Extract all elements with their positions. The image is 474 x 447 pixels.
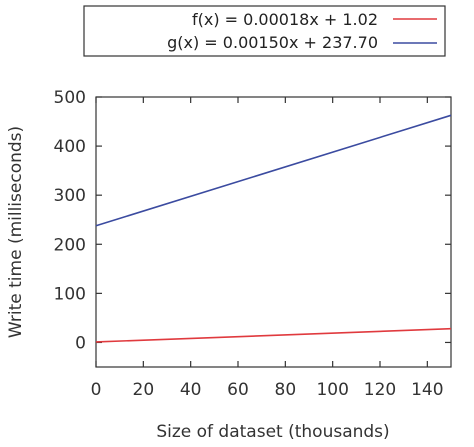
x-tick-label-1: 20: [133, 380, 155, 400]
x-tick-label-5: 100: [316, 380, 348, 400]
axis-ticks: 0 100 200 300 400 500 0 20 40 60 80 100 120 140: [54, 88, 451, 400]
y-tick-label-1: 100: [54, 284, 86, 304]
plot-frame: [95, 96, 452, 368]
x-tick-label-3: 60: [227, 380, 249, 400]
legend: f(x) = 0.00018x + 1.02 g(x) = 0.00150x +…: [83, 5, 446, 57]
series-lines: [95, 114, 452, 343]
legend-label-g: g(x) = 0.00150x + 237.70: [167, 33, 378, 52]
legend-box: [83, 5, 446, 57]
y-tick-label-2: 200: [54, 235, 86, 255]
x-tick-label-0: 0: [91, 380, 102, 400]
series-line-1: [95, 114, 452, 227]
legend-label-f: f(x) = 0.00018x + 1.02: [192, 10, 378, 29]
x-tick-label-6: 120: [364, 380, 396, 400]
x-tick-label-4: 80: [275, 380, 297, 400]
y-axis-title: Write time (milliseconds): [6, 126, 26, 338]
y-tick-label-3: 300: [54, 186, 86, 206]
y-tick-label-4: 400: [54, 137, 86, 157]
y-tick-label-5: 500: [54, 88, 86, 108]
series-line-0: [95, 327, 452, 343]
y-tick-label-0: 0: [75, 333, 86, 353]
x-tick-label-2: 40: [180, 380, 202, 400]
x-tick-label-7: 140: [411, 380, 443, 400]
x-axis-title: Size of dataset (thousands): [156, 422, 389, 442]
